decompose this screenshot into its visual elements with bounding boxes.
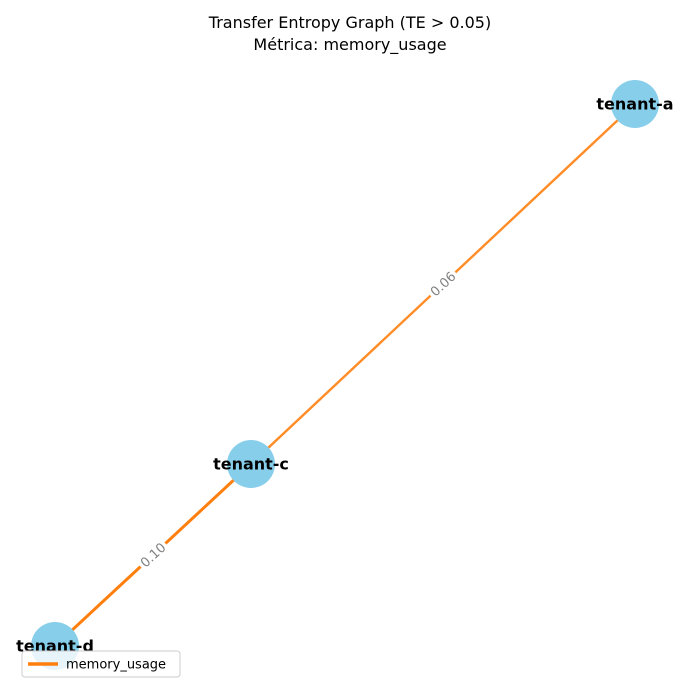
node-label-tenant-c: tenant-c bbox=[213, 455, 289, 474]
legend: memory_usage bbox=[21, 650, 181, 678]
edges-layer: 0.060.10 bbox=[53, 103, 636, 648]
legend-label: memory_usage bbox=[66, 658, 166, 673]
node-label-tenant-a: tenant-a bbox=[596, 95, 673, 114]
graph-title-line1: Transfer Entropy Graph (TE > 0.05) bbox=[208, 13, 491, 32]
node-tenant-c bbox=[227, 440, 275, 488]
legend-box bbox=[21, 650, 181, 678]
edge-label-background bbox=[425, 266, 461, 302]
node-tenant-a bbox=[611, 80, 659, 128]
graph-title-line2: Métrica: memory_usage bbox=[253, 35, 446, 55]
edge-label-background bbox=[135, 537, 171, 573]
